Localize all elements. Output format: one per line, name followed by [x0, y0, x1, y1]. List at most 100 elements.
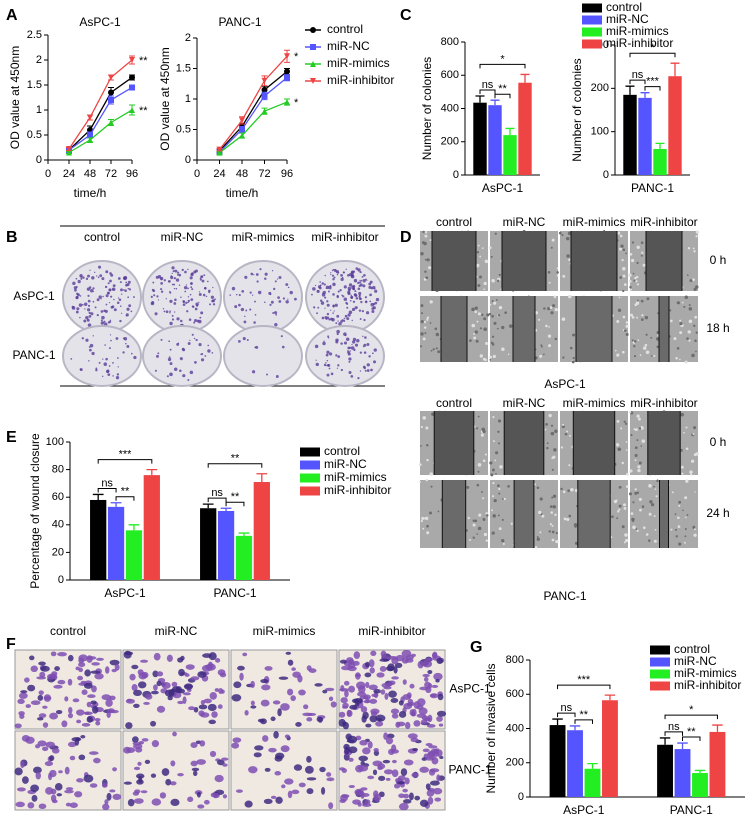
marker — [261, 108, 268, 115]
cell-texture — [551, 468, 554, 471]
invasive-cell — [190, 742, 198, 748]
invasive-cell — [199, 740, 206, 747]
cell-texture — [619, 234, 623, 238]
colony — [341, 276, 344, 279]
colony — [369, 280, 373, 284]
invasive-cell — [380, 689, 386, 695]
cell-texture — [572, 333, 576, 337]
colony — [254, 300, 256, 303]
wound-gap — [647, 411, 681, 475]
colony — [330, 372, 334, 376]
cell-texture — [507, 353, 510, 356]
cell-texture — [550, 246, 553, 249]
colony — [333, 269, 337, 272]
cell-texture — [552, 304, 556, 308]
invasive-cell — [133, 703, 140, 708]
cell-texture — [624, 538, 629, 543]
cell-texture — [426, 318, 429, 321]
cell-texture — [633, 345, 636, 348]
invasive-cell — [196, 759, 206, 765]
legend-swatch — [582, 15, 602, 25]
error-bar — [694, 769, 706, 774]
invasive-cell — [178, 668, 185, 677]
invasive-cell — [278, 676, 289, 680]
legend-label: miR-inhibitor — [674, 678, 741, 692]
plate — [223, 260, 303, 334]
invasive-cell — [200, 700, 206, 705]
colony — [92, 300, 95, 303]
invasive-cell — [361, 715, 367, 723]
colony — [329, 352, 333, 356]
error-bar — [475, 95, 485, 103]
error-bar — [569, 725, 581, 731]
invasive-cell — [91, 685, 97, 693]
colony — [204, 355, 207, 357]
invasive-cell — [31, 794, 38, 802]
wound-gap — [434, 411, 474, 475]
cell-texture — [477, 526, 482, 531]
invasive-cell — [64, 766, 70, 775]
cell-texture — [496, 327, 499, 330]
colony — [364, 296, 368, 299]
bar — [657, 744, 673, 797]
colony — [165, 310, 169, 314]
cell-texture — [560, 446, 564, 449]
y-tick-label: 2 — [36, 54, 42, 66]
colony — [119, 281, 122, 284]
colony — [109, 320, 112, 323]
colony — [366, 363, 370, 367]
colony — [81, 337, 84, 340]
cell-texture — [615, 443, 620, 447]
colony — [343, 297, 348, 302]
colony — [346, 317, 350, 321]
y-tick-label: 2.5 — [27, 29, 42, 41]
colony — [198, 292, 202, 296]
cell-texture — [498, 273, 501, 276]
invasive-cell — [137, 669, 144, 676]
colony — [357, 376, 360, 380]
colony — [101, 315, 105, 320]
x-tick-label: 0 — [45, 168, 51, 180]
invasive-cell — [419, 686, 429, 691]
marker — [310, 44, 316, 50]
colony — [244, 275, 248, 279]
invasive-cell — [426, 723, 436, 728]
invasive-cell — [386, 733, 395, 739]
colony — [275, 314, 278, 316]
invasive-cell — [159, 792, 167, 799]
invasive-cell — [365, 681, 370, 689]
cell-texture — [692, 525, 696, 529]
colony — [150, 301, 155, 306]
colony — [70, 358, 73, 360]
colony — [328, 318, 331, 321]
colony — [171, 283, 174, 286]
series-line — [68, 86, 133, 151]
colony — [256, 280, 259, 283]
colony — [191, 288, 194, 291]
row-label: PANC-1 — [448, 763, 491, 777]
panel-letter: A — [6, 7, 18, 24]
cell-texture — [653, 515, 656, 517]
colony — [325, 353, 329, 357]
cell-texture — [492, 514, 496, 518]
invasive-cell — [207, 703, 217, 712]
x-axis-label: time/h — [226, 186, 259, 200]
colony — [198, 301, 200, 303]
significance: ** — [687, 726, 696, 738]
invasive-cell — [21, 734, 30, 742]
cell-texture — [476, 483, 480, 487]
colony — [104, 309, 108, 313]
colony — [187, 287, 189, 290]
cell-texture — [645, 350, 650, 355]
invasive-cell — [424, 756, 435, 761]
cell-texture — [485, 341, 489, 345]
y-tick-label: 0 — [36, 154, 42, 166]
cell-texture — [620, 244, 624, 248]
invasive-cell — [429, 780, 440, 786]
colony — [241, 290, 245, 293]
colony — [171, 272, 173, 275]
colony — [182, 300, 186, 303]
colony — [115, 337, 119, 340]
y-axis-label: Number of invasive cells — [484, 663, 498, 793]
colony — [365, 311, 370, 315]
